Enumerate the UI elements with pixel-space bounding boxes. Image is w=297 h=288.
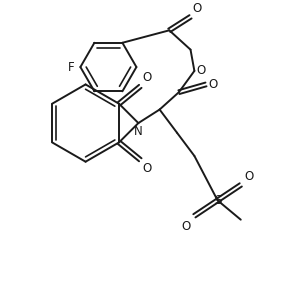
Text: O: O	[142, 162, 151, 175]
Text: O: O	[245, 170, 254, 183]
Text: F: F	[68, 60, 75, 73]
Text: O: O	[208, 78, 217, 91]
Text: N: N	[134, 125, 143, 138]
Text: S: S	[214, 194, 221, 207]
Text: O: O	[196, 65, 206, 77]
Text: O: O	[142, 71, 151, 84]
Text: O: O	[192, 2, 202, 15]
Text: O: O	[181, 220, 190, 233]
